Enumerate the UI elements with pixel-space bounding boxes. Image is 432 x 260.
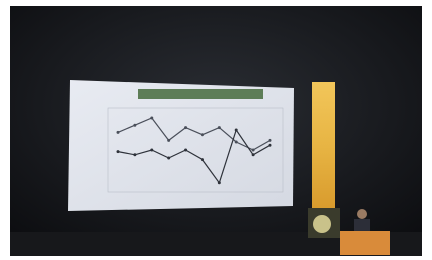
series-point <box>252 153 255 156</box>
series-point <box>269 144 272 147</box>
page: (() => { const data = JSON.parse(documen… <box>0 0 432 260</box>
series-point <box>184 126 187 129</box>
series-point <box>133 153 136 156</box>
series-point <box>150 117 153 120</box>
series-point <box>218 126 221 129</box>
series-point <box>201 158 204 161</box>
stage-photo <box>0 0 432 260</box>
speaker-body <box>354 219 370 233</box>
series-point <box>133 124 136 127</box>
series-point <box>117 150 120 153</box>
vertical-banner <box>312 82 335 212</box>
series-point <box>201 133 204 136</box>
series-point <box>252 149 255 152</box>
series-point <box>184 149 187 152</box>
podium <box>340 231 390 255</box>
series-point <box>235 141 238 144</box>
series-point <box>167 157 170 160</box>
series-point <box>117 131 120 134</box>
series-point <box>269 139 272 142</box>
slide-title-bar <box>138 89 263 99</box>
series-point <box>235 129 238 132</box>
speaker-head <box>357 209 367 219</box>
flowers <box>313 215 331 233</box>
series-point <box>150 149 153 152</box>
series-point <box>218 181 221 184</box>
series-point <box>167 139 170 142</box>
